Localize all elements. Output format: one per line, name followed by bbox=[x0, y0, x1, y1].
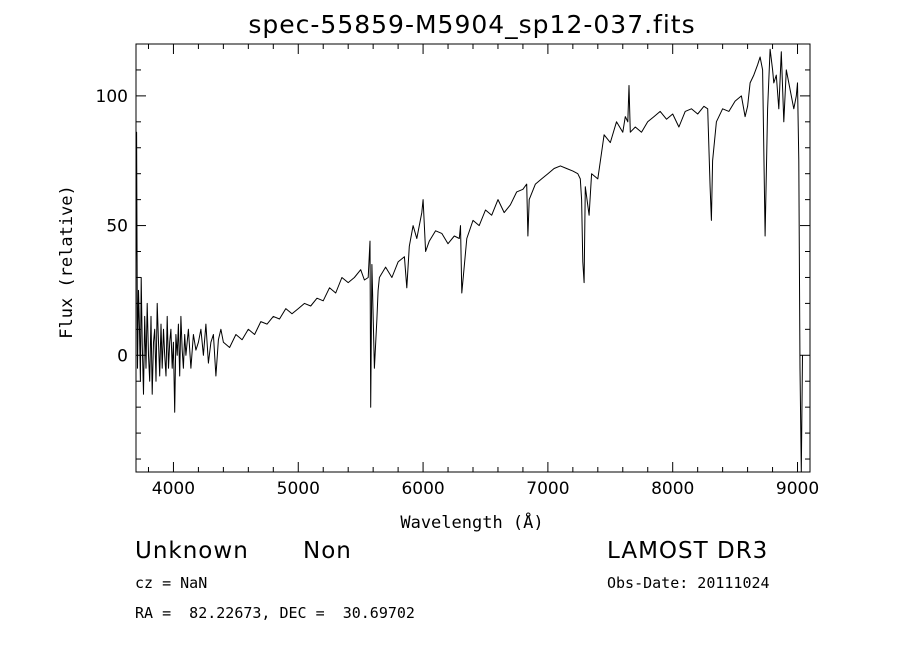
tick-labels: 4000 5000 6000 7000 8000 9000 0 50 100 bbox=[96, 87, 820, 499]
object-subclass: Non bbox=[303, 538, 352, 564]
x-tick-label: 5000 bbox=[277, 479, 320, 499]
x-tick-label: 4000 bbox=[152, 479, 195, 499]
x-tick-label: 9000 bbox=[776, 479, 819, 499]
plot-frame bbox=[135, 43, 811, 473]
x-tick-label: 7000 bbox=[526, 479, 569, 499]
x-tick-label: 8000 bbox=[651, 479, 694, 499]
y-tick-label: 100 bbox=[96, 87, 128, 107]
survey-name: LAMOST DR3 bbox=[607, 538, 769, 564]
object-class: Unknown bbox=[135, 538, 249, 564]
x-tick-label: 6000 bbox=[401, 479, 444, 499]
coordinates: RA = 82.22673, DEC = 30.69702 bbox=[135, 604, 415, 622]
obs-date: Obs-Date: 20111024 bbox=[607, 574, 770, 592]
axis-ticks bbox=[136, 43, 810, 472]
spectrum-line bbox=[135, 48, 803, 473]
redshift-readout: cz = NaN bbox=[135, 574, 208, 592]
chart-title: spec-55859-M5904_sp12-037.fits bbox=[248, 10, 695, 39]
x-axis-label: Wavelength (Å) bbox=[400, 511, 543, 533]
y-tick-label: 50 bbox=[106, 217, 128, 237]
y-tick-label: 0 bbox=[117, 346, 128, 366]
y-axis-label: Flux (relative) bbox=[57, 185, 77, 339]
